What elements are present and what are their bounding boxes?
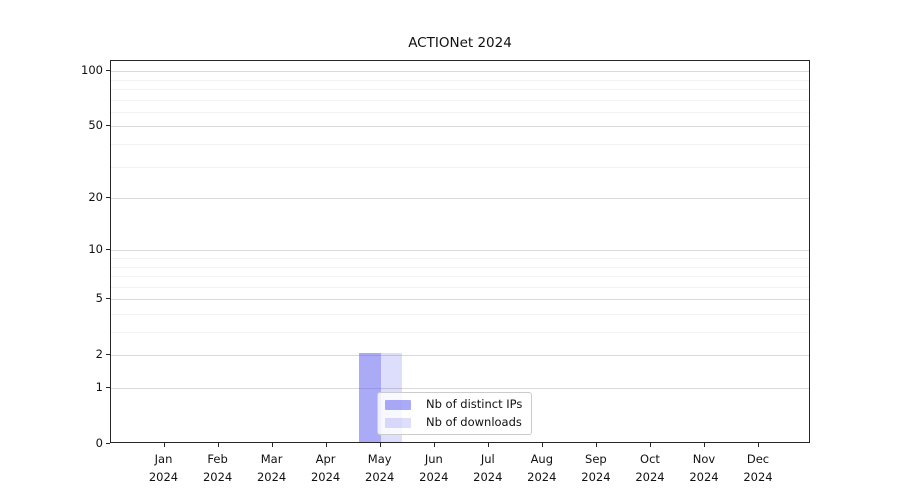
gridline-major (111, 355, 809, 357)
gridline-minor (111, 166, 809, 168)
gridline-minor (111, 99, 809, 101)
gridline-minor (111, 314, 809, 315)
x-tick-mark (758, 443, 759, 447)
x-tick-year: 2024 (743, 470, 773, 484)
gridline-minor (111, 332, 809, 333)
y-tick-mark (106, 386, 110, 388)
x-tick-label: Aug 2024 (511, 450, 573, 486)
x-tick-label: May 2024 (349, 450, 411, 486)
gridline-minor (111, 89, 809, 90)
x-tick-year: 2024 (689, 470, 719, 484)
y-tick-mark (106, 248, 110, 250)
legend-swatch (385, 417, 411, 428)
gridline-minor (111, 144, 809, 145)
y-tick-mark (106, 297, 110, 299)
y-tick-label: 50 (88, 117, 103, 132)
x-tick-month: Aug (530, 452, 554, 466)
gridline-minor (111, 79, 809, 81)
gridline-major (111, 71, 809, 73)
x-tick-mark (487, 443, 489, 447)
x-tick-mark (650, 443, 651, 447)
plot-inner (111, 61, 809, 442)
gridline-minor (111, 276, 809, 277)
gridline-minor (111, 286, 809, 288)
x-tick-mark (541, 443, 543, 447)
x-tick-label: Jun 2024 (403, 450, 465, 486)
y-tick-mark (106, 442, 110, 444)
x-tick-month: Oct (640, 452, 660, 466)
x-tick-year: 2024 (473, 470, 503, 484)
y-tick-label: 100 (81, 62, 103, 77)
y-tick-mark (106, 196, 110, 198)
x-tick-month: Jan (154, 452, 173, 466)
x-tick-year: 2024 (365, 470, 395, 484)
y-tick-mark (106, 69, 110, 71)
x-tick-label: Feb 2024 (187, 450, 249, 486)
gridline-minor (111, 258, 809, 259)
gridline-major (111, 299, 809, 301)
legend-item-distinct-ips: Nb of distinct IPs (385, 398, 522, 411)
x-tick-month: Feb (207, 452, 228, 466)
y-tick-label: 0 (95, 435, 103, 450)
x-tick-mark (325, 443, 327, 447)
x-tick-label: Nov 2024 (673, 450, 735, 486)
chart-title: ACTIONet 2024 (408, 35, 512, 51)
x-tick-mark (163, 443, 165, 447)
x-tick-year: 2024 (581, 470, 611, 484)
y-tick-label: 5 (95, 290, 103, 305)
x-tick-mark (595, 443, 597, 447)
x-tick-mark (379, 443, 381, 447)
x-tick-month: Nov (692, 452, 716, 466)
x-tick-label: Jan 2024 (133, 450, 195, 486)
gridline-minor (111, 266, 809, 268)
legend-item-downloads: Nb of downloads (385, 416, 522, 429)
x-tick-mark (271, 443, 273, 447)
gridline-major (111, 126, 809, 128)
legend-label: Nb of downloads (426, 415, 522, 429)
x-tick-month: Mar (260, 452, 283, 466)
gridline-major (111, 198, 809, 200)
x-tick-month: May (367, 452, 392, 466)
x-tick-label: Oct 2024 (619, 450, 681, 486)
gridline-minor (111, 111, 809, 113)
x-tick-mark (704, 443, 705, 447)
x-tick-month: Apr (315, 452, 336, 466)
x-tick-year: 2024 (527, 470, 557, 484)
y-tick-label: 10 (88, 241, 103, 256)
legend: Nb of distinct IPs Nb of downloads (377, 392, 533, 435)
x-tick-year: 2024 (148, 470, 179, 484)
gridline-major (111, 250, 809, 252)
legend-label: Nb of distinct IPs (426, 397, 523, 411)
x-tick-month: Jun (424, 452, 443, 466)
x-tick-year: 2024 (419, 470, 449, 484)
x-tick-month: Sep (585, 452, 607, 466)
plot-area (110, 60, 810, 443)
x-tick-year: 2024 (202, 470, 233, 484)
y-tick-label: 1 (95, 379, 103, 394)
x-tick-year: 2024 (635, 470, 665, 484)
y-tick-label: 20 (88, 189, 103, 204)
x-tick-label: Mar 2024 (241, 450, 303, 486)
legend-swatch (385, 399, 411, 410)
y-tick-mark (106, 353, 110, 355)
x-tick-label: Dec 2024 (727, 450, 789, 486)
x-tick-mark (433, 443, 435, 447)
x-tick-month: Jul (480, 452, 495, 466)
x-tick-label: Sep 2024 (565, 450, 627, 486)
x-tick-year: 2024 (310, 470, 341, 484)
x-tick-label: Apr 2024 (295, 450, 357, 486)
gridline-major (111, 388, 809, 389)
y-tick-mark (106, 124, 110, 126)
bar-nb-of-distinct-ips (359, 353, 381, 442)
x-tick-mark (217, 443, 219, 447)
y-tick-label: 2 (95, 346, 103, 361)
x-tick-year: 2024 (256, 470, 287, 484)
x-tick-label: Jul 2024 (457, 450, 519, 486)
x-tick-month: Dec (746, 452, 770, 466)
